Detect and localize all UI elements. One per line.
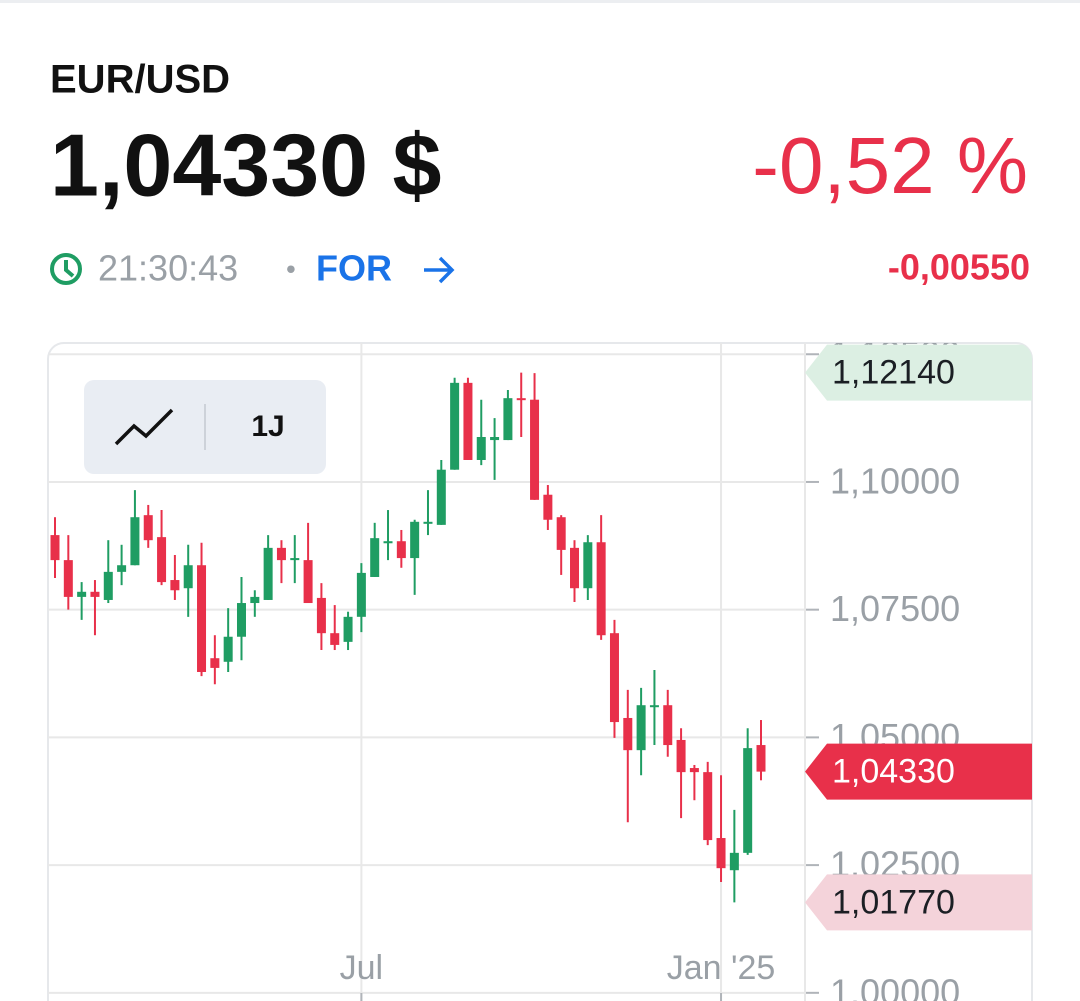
candle-body bbox=[63, 560, 73, 597]
candle-body bbox=[90, 591, 100, 597]
range-label[interactable]: 1J bbox=[251, 410, 284, 443]
candle-body bbox=[143, 515, 153, 541]
price: 1,04330 $ bbox=[50, 115, 442, 214]
candle-body bbox=[516, 398, 526, 401]
exchange-link[interactable]: FOR bbox=[316, 248, 392, 289]
candle-body bbox=[130, 517, 140, 566]
candle-body bbox=[436, 469, 446, 525]
candle-body bbox=[223, 636, 233, 662]
clock-icon bbox=[50, 253, 82, 285]
candle-body bbox=[543, 494, 553, 520]
candle-body bbox=[77, 591, 87, 597]
candle-body bbox=[570, 547, 580, 589]
candle-body bbox=[103, 571, 113, 600]
candle-body bbox=[276, 547, 286, 561]
candle-body bbox=[649, 705, 659, 708]
candle-body bbox=[716, 838, 726, 869]
candle-body bbox=[703, 772, 713, 841]
y-tick-label: 1,00000 bbox=[830, 971, 960, 1001]
candle-body bbox=[623, 717, 633, 751]
candle-body bbox=[463, 382, 473, 460]
candle-body bbox=[343, 616, 353, 642]
price-marker bbox=[805, 874, 1032, 931]
candle-body bbox=[450, 382, 460, 470]
candle-body bbox=[383, 541, 393, 544]
price-marker-label: 1,12140 bbox=[832, 354, 955, 392]
candle-body bbox=[410, 521, 420, 559]
candle-body bbox=[596, 542, 606, 636]
symbol: EUR/USD bbox=[50, 58, 230, 102]
candle-body bbox=[503, 398, 513, 441]
line-chart-icon[interactable] bbox=[114, 408, 174, 446]
candle-body bbox=[250, 596, 260, 604]
candle-body bbox=[663, 705, 673, 746]
price-marker-label: 1,04330 bbox=[832, 753, 955, 791]
candle-body bbox=[609, 633, 619, 723]
range-toggle[interactable]: 1J bbox=[84, 380, 326, 474]
candle-body bbox=[530, 399, 540, 500]
x-tick-label: Jul bbox=[340, 949, 383, 987]
y-tick-label: 1,07500 bbox=[830, 588, 960, 629]
candle-body bbox=[756, 745, 766, 772]
price-marker-label: 1,01770 bbox=[832, 883, 955, 921]
candle-body bbox=[210, 658, 220, 668]
candle-body bbox=[556, 517, 566, 550]
price-marker bbox=[805, 743, 1032, 800]
candle-body bbox=[170, 580, 180, 591]
arrow-icon[interactable] bbox=[424, 256, 455, 284]
candle-body bbox=[316, 597, 326, 634]
candle-body bbox=[236, 603, 246, 637]
price-marker bbox=[805, 344, 1032, 401]
candle-body bbox=[290, 558, 300, 561]
candle-body bbox=[689, 768, 699, 773]
y-tick-label: 1,10000 bbox=[830, 460, 960, 501]
candle-body bbox=[183, 565, 193, 589]
plot: 1,000001,025001,050001,075001,100001,125… bbox=[48, 343, 1032, 1001]
candle-body bbox=[370, 538, 380, 577]
candle-body bbox=[676, 739, 686, 773]
candle-body bbox=[729, 852, 739, 871]
candle-body bbox=[157, 537, 167, 583]
candle-body bbox=[583, 542, 593, 589]
candle-body bbox=[330, 633, 340, 645]
candle-body bbox=[303, 560, 313, 604]
x-tick-label: Jan '25 bbox=[667, 949, 776, 987]
candle-body bbox=[263, 547, 273, 600]
candle-body bbox=[50, 535, 60, 561]
candle-body bbox=[396, 541, 406, 559]
change: -0,00550 bbox=[888, 247, 1030, 288]
candle-body bbox=[197, 565, 207, 672]
candle-body bbox=[490, 437, 500, 441]
candle-body bbox=[356, 572, 366, 617]
time: 21:30:43 bbox=[98, 248, 238, 289]
candle-body bbox=[743, 748, 753, 853]
candle-body bbox=[476, 437, 486, 460]
change-percent: -0,52 % bbox=[752, 121, 1028, 210]
top-border bbox=[0, 0, 1080, 3]
candle-body bbox=[117, 565, 127, 572]
separator: • bbox=[286, 253, 296, 284]
candle-body bbox=[636, 705, 646, 751]
candle-body bbox=[423, 521, 433, 524]
chart-card bbox=[47, 342, 1033, 1001]
